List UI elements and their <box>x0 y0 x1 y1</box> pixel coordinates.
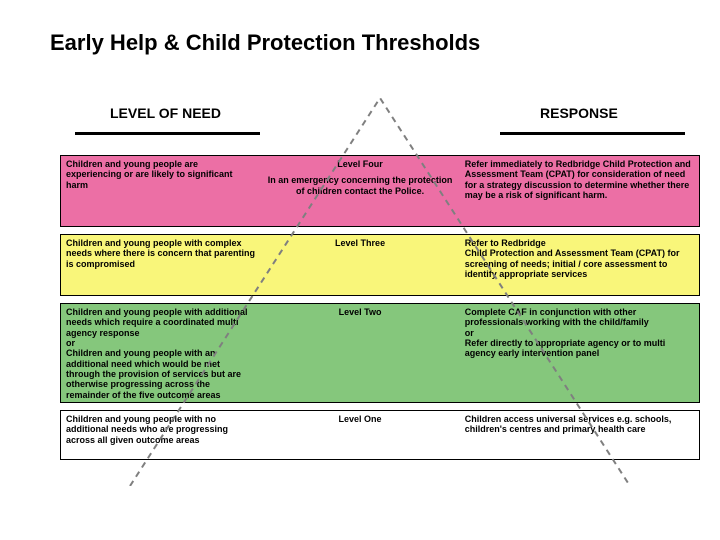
header-response: RESPONSE <box>540 105 618 121</box>
level-four-label: Level Four <box>265 159 454 169</box>
level-three-row: Children and young people with complex n… <box>60 234 700 296</box>
level-one-row: Children and young people with no additi… <box>60 410 700 460</box>
level-four-mid: Level Four In an emergency concerning th… <box>260 156 459 226</box>
underline-right <box>500 132 685 135</box>
level-one-label: Level One <box>260 411 459 459</box>
level-two-need: Children and young people with additiona… <box>61 304 260 402</box>
level-four-need: Children and young people are experienci… <box>61 156 260 226</box>
level-one-response: Children access universal services e.g. … <box>460 411 699 459</box>
level-four-row: Children and young people are experienci… <box>60 155 700 227</box>
underline-left <box>75 132 260 135</box>
level-three-need: Children and young people with complex n… <box>61 235 260 295</box>
level-three-label: Level Three <box>260 235 459 295</box>
page-title: Early Help & Child Protection Thresholds <box>50 30 480 56</box>
level-four-response: Refer immediately to Redbridge Child Pro… <box>460 156 699 226</box>
level-two-response: Complete CAF in conjunction with other p… <box>460 304 699 402</box>
level-three-response: Refer to Redbridge Child Protection and … <box>460 235 699 295</box>
level-two-row: Children and young people with additiona… <box>60 303 700 403</box>
level-four-sub: In an emergency concerning the protectio… <box>265 175 454 196</box>
level-one-need: Children and young people with no additi… <box>61 411 260 459</box>
header-level-of-need: LEVEL OF NEED <box>110 105 221 121</box>
level-two-label: Level Two <box>260 304 459 402</box>
